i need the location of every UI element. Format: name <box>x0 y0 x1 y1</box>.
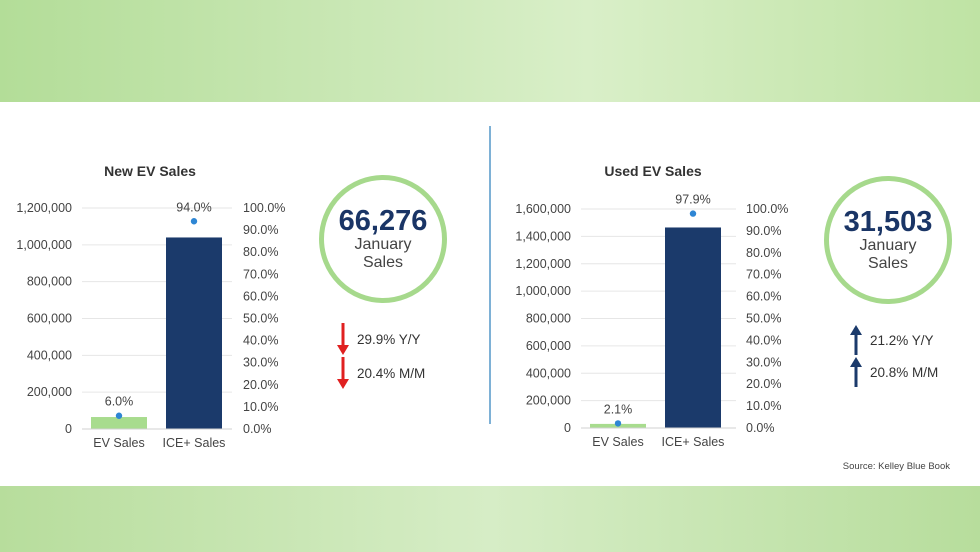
chart-title: Used EV Sales <box>604 163 701 179</box>
used-ev-yoy-change: 21.2% Y/Y <box>850 325 934 355</box>
share-marker <box>689 210 697 217</box>
y2-tick-label: 100.0% <box>746 202 788 216</box>
used-ev-sales-number: 31,503 <box>843 206 933 238</box>
y-tick-label: 200,000 <box>526 394 571 408</box>
panel-divider <box>489 126 491 424</box>
y-tick-label: 800,000 <box>27 275 72 289</box>
arrow-up-icon <box>850 357 862 387</box>
new-ev-mom-text: 20.4% M/M <box>357 365 426 381</box>
y-tick-label: 600,000 <box>526 339 571 353</box>
share-marker <box>115 412 123 419</box>
y2-tick-label: 20.0% <box>243 378 278 392</box>
y2-tick-label: 90.0% <box>746 224 781 238</box>
share-label: 97.9% <box>675 193 710 207</box>
new-ev-kpi-circle: 66,276 January Sales <box>319 175 447 303</box>
new-ev-period-label: January <box>354 236 412 253</box>
new-ev-yoy-change: 29.9% Y/Y <box>337 323 421 355</box>
category-label: EV Sales <box>93 436 144 450</box>
share-marker <box>614 420 622 427</box>
y2-tick-label: 30.0% <box>746 355 781 369</box>
share-label: 2.1% <box>604 402 633 416</box>
y2-tick-label: 20.0% <box>746 377 781 391</box>
y2-tick-label: 80.0% <box>243 245 278 259</box>
y-tick-label: 800,000 <box>526 312 571 326</box>
share-marker <box>190 218 198 225</box>
y-tick-label: 0 <box>65 422 72 436</box>
bar-ice-sales <box>665 227 721 428</box>
arrow-down-icon <box>337 323 349 355</box>
y2-tick-label: 10.0% <box>243 400 278 414</box>
y2-tick-label: 90.0% <box>243 223 278 237</box>
new-ev-sales-label: Sales <box>362 254 404 271</box>
y2-tick-label: 60.0% <box>746 290 781 304</box>
source-note: Source: Kelley Blue Book <box>842 461 950 472</box>
new-ev-yoy-text: 29.9% Y/Y <box>357 331 421 347</box>
y2-tick-label: 50.0% <box>746 312 781 326</box>
used-ev-period-label: January <box>859 237 917 254</box>
y-tick-label: 1,000,000 <box>515 284 571 298</box>
share-label: 94.0% <box>176 200 211 214</box>
y2-tick-label: 60.0% <box>243 289 278 303</box>
y-tick-label: 1,000,000 <box>16 238 72 252</box>
bottom-banner <box>0 486 980 552</box>
y-tick-label: 1,400,000 <box>515 229 571 243</box>
y-tick-label: 1,600,000 <box>515 202 571 216</box>
used-ev-sales-label: Sales <box>867 255 909 272</box>
y2-tick-label: 10.0% <box>746 399 781 413</box>
chart-title: New EV Sales <box>104 163 196 179</box>
y-tick-label: 1,200,000 <box>515 257 571 271</box>
used-ev-kpi-circle: 31,503 January Sales <box>824 176 952 304</box>
y-tick-label: 600,000 <box>27 312 72 326</box>
y-tick-label: 400,000 <box>526 366 571 380</box>
y-tick-label: 200,000 <box>27 385 72 399</box>
y2-tick-label: 40.0% <box>746 333 781 347</box>
y2-tick-label: 0.0% <box>243 422 272 436</box>
share-label: 6.0% <box>105 395 134 409</box>
top-banner <box>0 0 980 102</box>
y-tick-label: 0 <box>564 421 571 435</box>
arrow-up-icon <box>850 325 862 355</box>
new-ev-mom-change: 20.4% M/M <box>337 357 425 389</box>
y2-tick-label: 50.0% <box>243 312 278 326</box>
y2-tick-label: 70.0% <box>243 267 278 281</box>
y-tick-label: 400,000 <box>27 348 72 362</box>
new-ev-sales-number: 66,276 <box>338 205 428 237</box>
arrow-down-icon <box>337 357 349 389</box>
y2-tick-label: 80.0% <box>746 246 781 260</box>
y2-tick-label: 30.0% <box>243 356 278 370</box>
bar-ev-sales <box>91 417 147 429</box>
y2-tick-label: 70.0% <box>746 268 781 282</box>
category-label: ICE+ Sales <box>163 436 226 450</box>
used-ev-mom-text: 20.8% M/M <box>870 364 939 380</box>
y2-tick-label: 100.0% <box>243 201 285 215</box>
used-ev-mom-change: 20.8% M/M <box>850 357 938 387</box>
y2-tick-label: 40.0% <box>243 334 278 348</box>
bar-ice-sales <box>166 237 222 429</box>
y2-tick-label: 0.0% <box>746 421 775 435</box>
category-label: ICE+ Sales <box>662 435 725 449</box>
used-ev-yoy-text: 21.2% Y/Y <box>870 332 934 348</box>
y-tick-label: 1,200,000 <box>16 201 72 215</box>
category-label: EV Sales <box>592 435 643 449</box>
